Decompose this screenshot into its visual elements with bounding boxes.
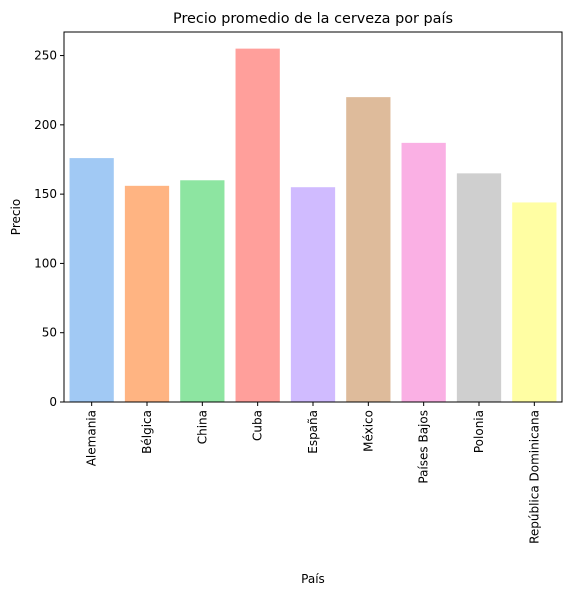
bar-4 xyxy=(235,48,280,403)
y-axis-title: Precio xyxy=(9,199,23,235)
x-axis: Alemania Bélgica China Cuba España México País… xyxy=(85,402,541,544)
y-tick-label: 250 xyxy=(34,49,57,63)
x-tick-label: México xyxy=(361,410,375,452)
plot-frame xyxy=(63,31,563,403)
x-tick-label: Bélgica xyxy=(140,410,154,454)
bar-1 xyxy=(69,158,114,402)
bars-group xyxy=(69,48,557,403)
x-tick-label: República Dominicana xyxy=(527,410,541,544)
y-tick-label: 0 xyxy=(49,395,57,409)
bar-9 xyxy=(512,202,557,402)
x-tick-label: Alemania xyxy=(85,410,99,466)
y-tick-label: 200 xyxy=(34,118,57,132)
bar-7 xyxy=(401,142,446,402)
x-tick-label: Países Bajos xyxy=(417,410,431,484)
bar-2 xyxy=(124,185,170,402)
bar-3 xyxy=(180,180,225,402)
x-axis-title: País xyxy=(301,572,325,586)
bar-6 xyxy=(346,97,391,402)
x-tick-label: Polonia xyxy=(472,410,486,453)
chart-title: Precio promedio de la cerveza por país xyxy=(173,11,453,27)
x-tick-label: España xyxy=(306,410,320,454)
y-axis: 0 50 100 150 200 250 xyxy=(34,49,64,409)
y-tick-label: 50 xyxy=(42,326,57,340)
y-tick-label: 100 xyxy=(34,256,57,270)
bar-5 xyxy=(290,187,336,402)
x-tick-label: China xyxy=(195,410,209,444)
bar-8 xyxy=(456,173,502,402)
x-tick-label: Cuba xyxy=(251,410,265,441)
y-tick-label: 150 xyxy=(34,187,57,201)
